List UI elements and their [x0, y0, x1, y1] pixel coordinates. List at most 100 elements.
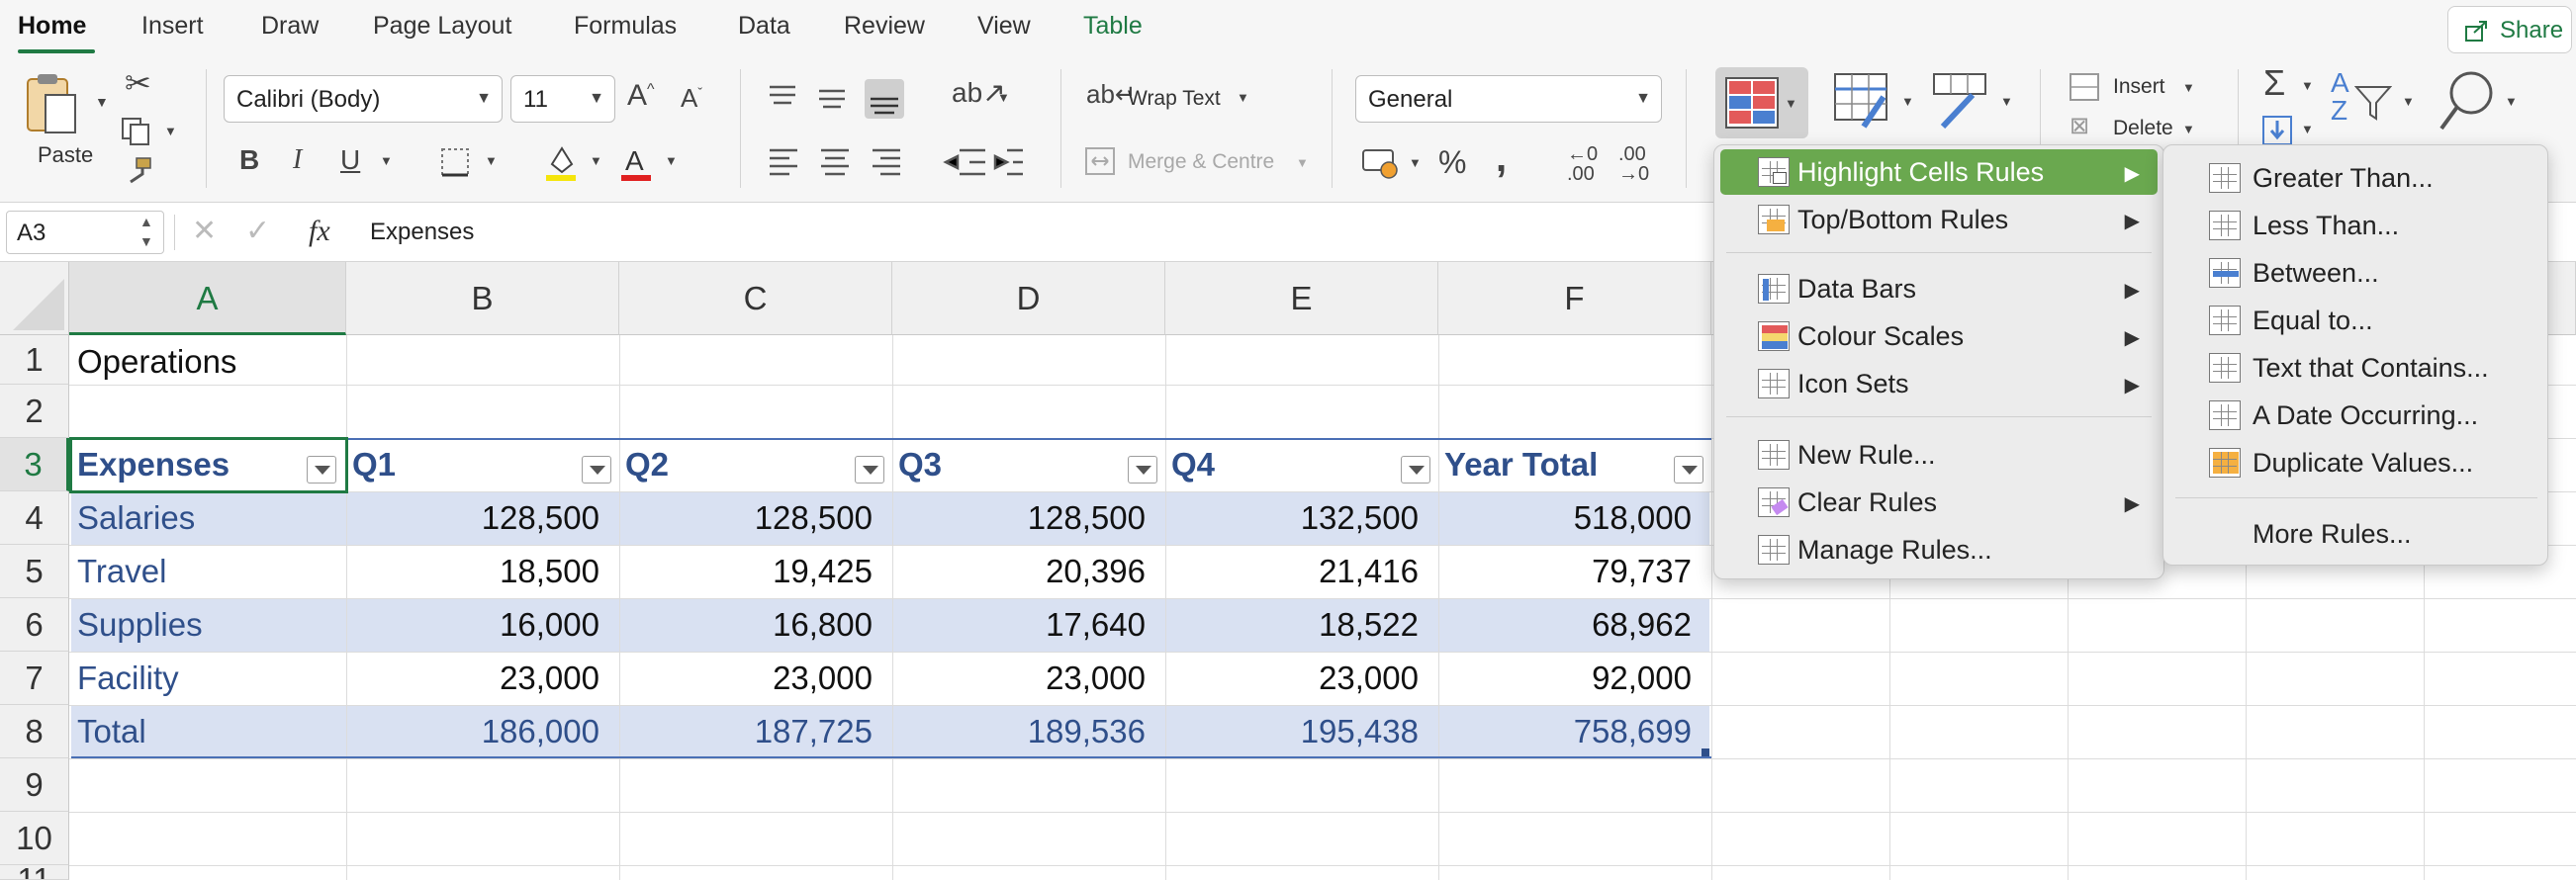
menu-item-highlight-cells-rules[interactable]: Highlight Cells Rules ▶	[1720, 149, 2158, 195]
column-header-b[interactable]: B	[346, 262, 619, 335]
row-header-1[interactable]: 1	[0, 335, 69, 385]
row-header-8[interactable]: 8	[0, 705, 69, 758]
row-header-9[interactable]: 9	[0, 758, 69, 812]
delete-button[interactable]: Delete	[2113, 117, 2173, 139]
submenu-item-between[interactable]: Between...	[2169, 250, 2541, 296]
filter-dropdown-button[interactable]	[855, 456, 884, 484]
fill-color-icon[interactable]	[544, 142, 578, 182]
cell-label[interactable]: Salaries	[77, 499, 196, 536]
column-header-c[interactable]: C	[619, 262, 892, 335]
wrap-text-button[interactable]: Wrap Text	[1128, 87, 1221, 110]
horizontal-align-icons[interactable]	[766, 144, 1023, 180]
underline-icon[interactable]: U	[340, 144, 361, 175]
table-header-expenses[interactable]: Expenses	[77, 446, 230, 483]
tab-data[interactable]: Data	[738, 12, 790, 40]
merge-centre-button[interactable]: Merge & Centre	[1128, 150, 1275, 173]
vertical-align-icons[interactable]	[766, 79, 904, 119]
submenu-item-date-occurring[interactable]: A Date Occurring...	[2169, 393, 2541, 438]
row-header-7[interactable]: 7	[0, 652, 69, 705]
share-button[interactable]: Share	[2447, 6, 2572, 53]
menu-item-icon-sets[interactable]: Icon Sets ▶	[1720, 361, 2158, 406]
submenu-item-equal-to[interactable]: Equal to...	[2169, 298, 2541, 343]
cell-value[interactable]: 18,500	[500, 553, 599, 589]
menu-item-clear-rules[interactable]: Clear Rules ▶	[1720, 480, 2158, 525]
increase-decimal-icon[interactable]: ←0.00	[1567, 143, 1599, 185]
tab-insert[interactable]: Insert	[141, 12, 204, 40]
cell-value[interactable]: 189,536	[1027, 713, 1146, 749]
cell-label[interactable]: Travel	[77, 553, 167, 589]
borders-icon[interactable]	[439, 146, 471, 178]
autosum-icon[interactable]: Σ	[2263, 62, 2286, 103]
table-header-q3[interactable]: Q3	[898, 446, 943, 483]
menu-item-colour-scales[interactable]: Colour Scales ▶	[1720, 313, 2158, 359]
cell-value[interactable]: 23,000	[773, 660, 873, 696]
format-as-table-icon[interactable]	[1834, 73, 1891, 129]
table-header-q4[interactable]: Q4	[1171, 446, 1216, 483]
submenu-item-more-rules[interactable]: More Rules...	[2169, 511, 2541, 557]
cell-label[interactable]: Facility	[77, 660, 179, 696]
tab-review[interactable]: Review	[844, 12, 925, 40]
cancel-icon[interactable]: ✕	[192, 215, 218, 247]
row-header-2[interactable]: 2	[0, 385, 69, 438]
cell-value[interactable]: 19,425	[773, 553, 873, 589]
orientation-icon[interactable]: ab↗	[952, 77, 1006, 108]
cell-value[interactable]: 132,500	[1300, 499, 1419, 536]
column-header-a[interactable]: A	[69, 262, 346, 335]
comma-style-icon[interactable]: ,	[1496, 136, 1508, 180]
tab-home[interactable]: Home	[18, 12, 87, 40]
cell-value[interactable]: 758,699	[1573, 713, 1692, 749]
submenu-item-less-than[interactable]: Less Than...	[2169, 203, 2541, 248]
font-name-dropdown[interactable]: Calibri (Body) ▼	[224, 75, 503, 123]
cell-value[interactable]: 17,640	[1046, 606, 1146, 643]
confirm-icon[interactable]: ✓	[245, 215, 271, 247]
tab-formulas[interactable]: Formulas	[574, 12, 678, 40]
cell-value[interactable]: 23,000	[1319, 660, 1419, 696]
cell-value[interactable]: 23,000	[1046, 660, 1146, 696]
table-header-q2[interactable]: Q2	[625, 446, 670, 483]
select-all-corner[interactable]	[0, 262, 69, 335]
percent-icon[interactable]: %	[1438, 144, 1467, 180]
fill-down-icon[interactable]	[2261, 115, 2295, 146]
formula-input[interactable]: Expenses	[370, 219, 475, 245]
cell-value[interactable]: 187,725	[754, 713, 873, 749]
scissors-icon[interactable]: ✂	[125, 65, 151, 101]
menu-item-data-bars[interactable]: Data Bars ▶	[1720, 266, 2158, 311]
cell-value[interactable]: 92,000	[1592, 660, 1692, 696]
bold-icon[interactable]: B	[239, 144, 260, 175]
row-header-4[interactable]: 4	[0, 491, 69, 545]
filter-dropdown-button[interactable]	[307, 456, 336, 484]
cell-value[interactable]: 518,000	[1573, 499, 1692, 536]
cell-value[interactable]: 79,737	[1592, 553, 1692, 589]
filter-dropdown-button[interactable]	[582, 456, 611, 484]
filter-dropdown-button[interactable]	[1401, 456, 1430, 484]
cell-value[interactable]: 68,962	[1592, 606, 1692, 643]
cell-value[interactable]: 128,500	[1027, 499, 1146, 536]
table-header-q1[interactable]: Q1	[352, 446, 397, 483]
cell-label[interactable]: Supplies	[77, 606, 203, 643]
cell-styles-icon[interactable]	[1933, 73, 1990, 129]
cell-value[interactable]: 16,000	[500, 606, 599, 643]
row-header-3[interactable]: 3	[0, 438, 69, 491]
name-box[interactable]: A3 ▲ ▼	[6, 211, 164, 254]
cell-value[interactable]: 128,500	[481, 499, 599, 536]
font-size-dropdown[interactable]: 11 ▼	[510, 75, 615, 123]
tab-draw[interactable]: Draw	[261, 12, 320, 40]
insert-function-icon[interactable]: fx	[309, 215, 330, 247]
menu-item-manage-rules[interactable]: Manage Rules...	[1720, 527, 2158, 572]
column-header-f[interactable]: F	[1438, 262, 1711, 335]
insert-button[interactable]: Insert	[2113, 75, 2165, 98]
cell-value[interactable]: 128,500	[754, 499, 873, 536]
font-color-icon[interactable]: A	[619, 142, 653, 182]
cell-value[interactable]: 21,416	[1319, 553, 1419, 589]
conditional-formatting-button[interactable]: ▼	[1715, 67, 1808, 138]
tab-table[interactable]: Table	[1083, 12, 1143, 40]
cell-value[interactable]: 23,000	[500, 660, 599, 696]
cell-value[interactable]: 16,800	[773, 606, 873, 643]
submenu-item-text-contains[interactable]: Text that Contains...	[2169, 345, 2541, 391]
filter-dropdown-button[interactable]	[1674, 456, 1703, 484]
row-header-5[interactable]: 5	[0, 545, 69, 598]
column-header-e[interactable]: E	[1165, 262, 1438, 335]
menu-item-new-rule[interactable]: New Rule...	[1720, 432, 2158, 478]
tab-page-layout[interactable]: Page Layout	[373, 12, 512, 40]
